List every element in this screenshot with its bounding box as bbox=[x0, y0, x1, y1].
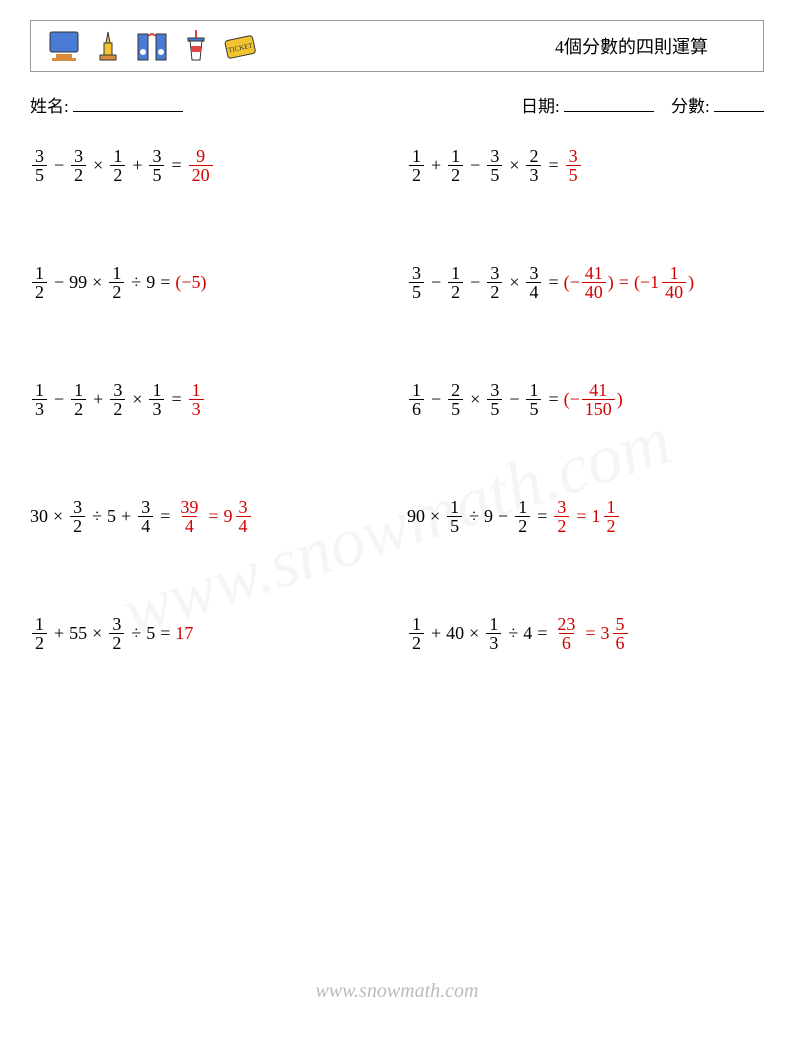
problem-6: 16−25×35−15=(−41150) bbox=[407, 381, 764, 418]
info-row: 姓名: 日期: 分數: bbox=[30, 92, 764, 117]
problem-2: 12+12−35×23=35 bbox=[407, 147, 764, 184]
problem-10: 12+40×13÷4=236=356 bbox=[407, 615, 764, 652]
problem-4: 35−12−32×34=(−4140)=(−1140) bbox=[407, 264, 764, 301]
problem-5: 13−12+32×13=13 bbox=[30, 381, 387, 418]
problem-3: 12−99×12÷9=(−5) bbox=[30, 264, 387, 301]
problem-7: 30×32÷5+34=394=934 bbox=[30, 498, 387, 535]
speaker-icon bbox=[134, 28, 170, 64]
problem-9: 12+55×32÷5=17 bbox=[30, 615, 387, 652]
problem-8: 90×15÷9−12=32=112 bbox=[407, 498, 764, 535]
date-label: 日期: bbox=[521, 97, 560, 116]
problem-1: 35−32×12+35=920 bbox=[30, 147, 387, 184]
header-bar: TICKET 4個分數的四則運算 bbox=[30, 20, 764, 72]
header-icons: TICKET bbox=[46, 28, 258, 64]
problems-grid: 35−32×12+35=920 12+12−35×23=35 12−99×12÷9=… bbox=[30, 147, 764, 652]
name-label: 姓名: bbox=[30, 97, 69, 116]
name-field: 姓名: bbox=[30, 92, 183, 117]
score-label: 分數: bbox=[671, 97, 710, 116]
trophy-icon bbox=[90, 28, 126, 64]
monitor-icon bbox=[46, 28, 82, 64]
footer-text: www.snowmath.com bbox=[0, 980, 794, 1003]
cup-icon bbox=[178, 28, 214, 64]
ticket-icon: TICKET bbox=[222, 28, 258, 64]
date-score: 日期: 分數: bbox=[521, 92, 764, 117]
worksheet-title: 4個分數的四則運算 bbox=[555, 33, 708, 59]
